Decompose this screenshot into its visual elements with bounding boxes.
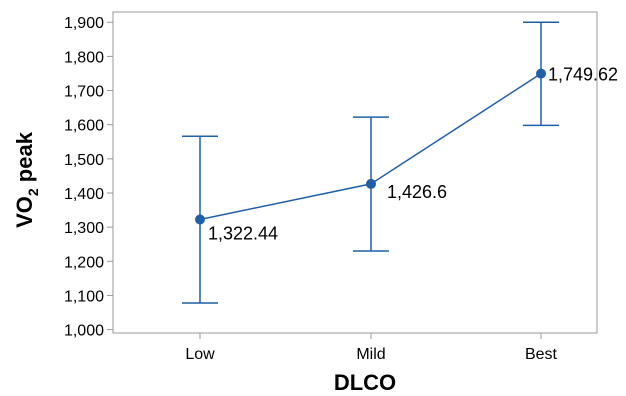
y-tick-label: 1,100 [64,288,104,305]
y-axis: 1,000 1,100 1,200 1,300 1,400 1,500 1,600 1,700… [64,15,113,340]
y-tick-label: 1,400 [64,186,104,203]
y-axis-title-subscript: 2 [25,188,41,196]
y-tick-label: 1,600 [64,118,104,135]
series-0 [195,68,546,225]
data-label: 1,426.6 [387,182,447,202]
data-label: 1,749.62 [548,65,618,85]
y-tick-label: 1,200 [64,254,104,271]
y-tick-label: 1,000 [64,323,104,340]
data-point [195,214,205,225]
y-axis-title-group: VO2 peak [12,131,41,228]
data-point [536,68,546,79]
x-axis-title: DLCO [334,370,396,395]
x-axis: Low Mild Best [185,333,558,363]
data-label: 1,322.44 [208,223,278,243]
x-tick-label: Low [185,346,215,363]
data-point [366,178,376,189]
y-axis-title-main: VO [12,196,37,228]
x-tick-label: Mild [356,346,385,363]
error-bars [182,21,559,304]
y-tick-label: 1,800 [64,49,104,66]
y-tick-label: 1,300 [64,220,104,237]
y-axis-title: VO2 peak [12,131,41,228]
plot-frame [112,11,598,334]
data-labels: 1,322.44 1,426.6 1,749.62 [208,65,618,244]
y-axis-title-rest: peak [12,131,37,188]
y-tick-label: 1,900 [64,15,104,32]
x-tick-label: Best [525,346,558,363]
y-tick-label: 1,500 [64,152,104,169]
y-tick-label: 1,700 [64,84,104,101]
